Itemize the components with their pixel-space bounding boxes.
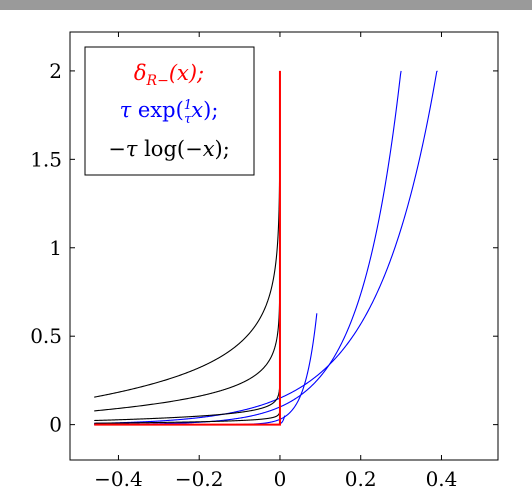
legend-box [84, 46, 255, 176]
series-layer [94, 70, 438, 426]
legend-item-log: −τ log(−x); [108, 137, 230, 161]
series-line-exp-1 [94, 70, 438, 424]
y-tick-label: 0.5 [30, 324, 62, 348]
y-tick-label: 1.5 [30, 147, 62, 171]
x-tick-label: 0 [274, 467, 287, 490]
x-tick-label: −0.2 [175, 467, 224, 490]
axis-ticks [70, 32, 498, 460]
y-tick-label: 1 [49, 236, 62, 260]
y-tick-label: 0 [49, 413, 62, 437]
series-line-indicator-0 [94, 70, 281, 426]
legend: δR−(x); τ exp(1 τx); −τ log(−x); [84, 46, 255, 176]
x-tick-label: 0.2 [345, 467, 377, 490]
x-tick-label: 0.4 [426, 467, 458, 490]
plot-frame [69, 31, 499, 461]
y-tick-label: 2 [49, 59, 62, 83]
tick-labels: −0.4 −0.2 0 0.2 0.4 0 0.5 1 1.5 2 [30, 59, 457, 490]
series-line-log-8 [94, 408, 281, 424]
series-line-log-6 [94, 261, 281, 412]
top-bar [0, 0, 532, 10]
x-tick-label: −0.4 [94, 467, 143, 490]
legend-item-indicator: δR−(x); [134, 61, 204, 89]
